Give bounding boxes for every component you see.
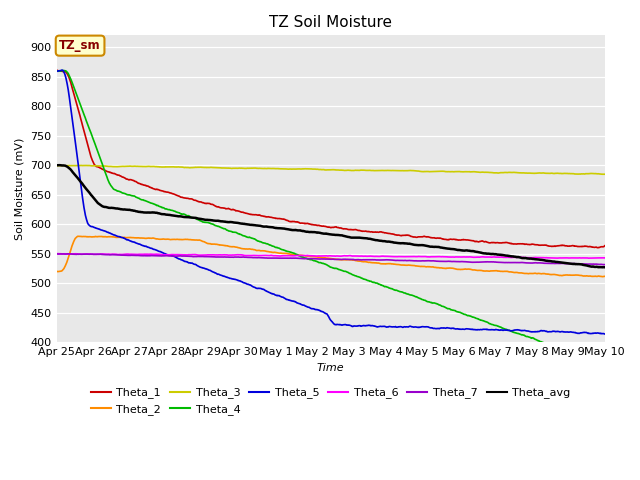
X-axis label: Time: Time [317,363,344,372]
Title: TZ Soil Moisture: TZ Soil Moisture [269,15,392,30]
Legend: Theta_1, Theta_2, Theta_3, Theta_4, Theta_5, Theta_6, Theta_7, Theta_avg: Theta_1, Theta_2, Theta_3, Theta_4, Thet… [86,383,575,420]
Y-axis label: Soil Moisture (mV): Soil Moisture (mV) [15,138,25,240]
Text: TZ_sm: TZ_sm [60,39,101,52]
